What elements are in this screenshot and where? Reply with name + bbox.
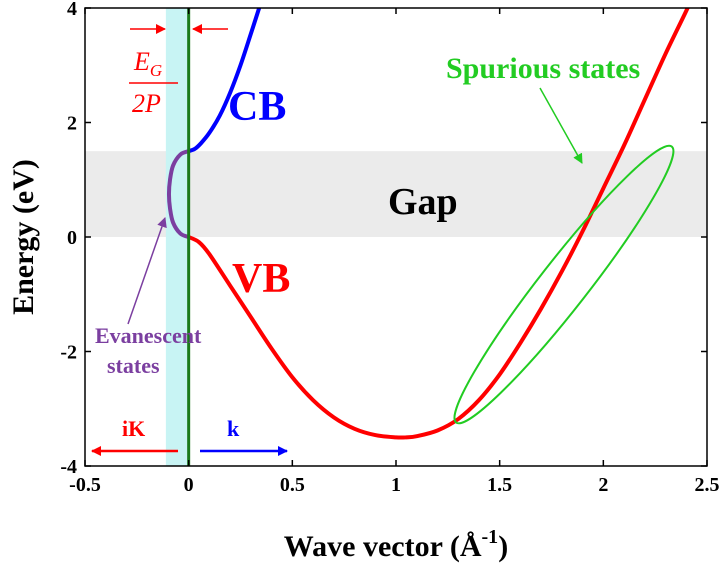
series-vb-line bbox=[187, 8, 690, 440]
fraction-numerator: EG bbox=[133, 47, 162, 80]
evanescent-region bbox=[165, 8, 189, 466]
x-axis-title-main: Wave vector (Å bbox=[284, 530, 482, 563]
fraction-denominator: 2P bbox=[132, 89, 161, 118]
y-tick-label: -2 bbox=[60, 342, 77, 364]
x-tick-label: -0.5 bbox=[69, 474, 101, 496]
x-tick-label: 2.5 bbox=[695, 474, 720, 496]
spurious-states-ellipse bbox=[453, 144, 675, 425]
x-axis-title-sup: -1 bbox=[482, 526, 499, 548]
y-axis-title: Energy (eV) bbox=[7, 159, 40, 315]
ik-label: iK bbox=[122, 416, 145, 441]
evanescent-arrow bbox=[127, 217, 167, 325]
fraction-numerator-e: E bbox=[133, 47, 150, 76]
series-cb-line bbox=[187, 8, 262, 154]
y-tick-label: -4 bbox=[60, 456, 77, 478]
x-tick-label: 0 bbox=[184, 474, 194, 496]
k-label: k bbox=[227, 416, 240, 441]
x-axis-title: Wave vector (Å-1) bbox=[284, 526, 508, 563]
series-evanescent-line bbox=[166, 149, 190, 239]
x-tick-label: 0.5 bbox=[280, 474, 305, 496]
x-tick-label: 2 bbox=[598, 474, 608, 496]
x-tick-label: 1.5 bbox=[487, 474, 512, 496]
vb-label: VB bbox=[232, 256, 290, 302]
spurious-arrow bbox=[539, 87, 583, 164]
cb-label: CB bbox=[228, 84, 286, 130]
evanescent-label-line2: states bbox=[107, 353, 160, 378]
fraction-numerator-sub: G bbox=[150, 61, 162, 80]
y-tick-label: 4 bbox=[67, 0, 77, 20]
y-tick-label: 2 bbox=[67, 113, 77, 135]
spurious-label: Spurious states bbox=[446, 52, 640, 85]
y-tick-label: 0 bbox=[67, 227, 77, 249]
evanescent-label-line1: Evanescent bbox=[95, 323, 202, 348]
gap-label: Gap bbox=[388, 181, 458, 223]
x-axis-title-close: ) bbox=[498, 530, 508, 563]
x-tick-label: 1 bbox=[391, 474, 401, 496]
axis-ticks: -0.5 0 0.5 1 1.5 2 2.5 -4 -2 0 2 4 bbox=[60, 0, 719, 496]
